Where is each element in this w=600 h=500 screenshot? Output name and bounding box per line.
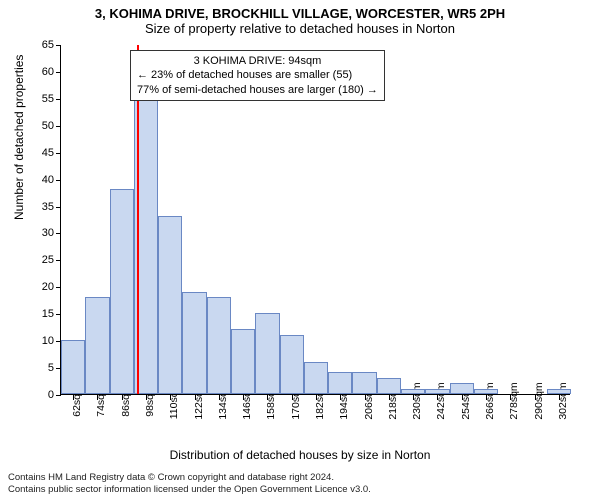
y-tick-mark	[56, 395, 61, 396]
y-tick-label: 5	[24, 362, 54, 374]
histogram-bar	[158, 216, 182, 394]
y-tick-mark	[56, 207, 61, 208]
histogram-bar	[207, 297, 231, 394]
annotation-line-3: 77% of semi-detached houses are larger (…	[137, 83, 378, 97]
y-tick-mark	[56, 72, 61, 73]
y-tick-label: 35	[24, 201, 54, 213]
histogram-bar	[425, 389, 449, 394]
y-tick-label: 50	[24, 120, 54, 132]
histogram-bar	[231, 329, 255, 394]
y-tick-label: 10	[24, 335, 54, 347]
histogram-bar	[352, 372, 376, 394]
y-tick-label: 25	[24, 254, 54, 266]
y-tick-mark	[56, 45, 61, 46]
page-subtitle: Size of property relative to detached ho…	[0, 21, 600, 36]
annotation-callout: 3 KOHIMA DRIVE: 94sqm ← 23% of detached …	[130, 50, 385, 101]
histogram-bar	[182, 292, 206, 394]
y-tick-mark	[56, 180, 61, 181]
histogram-bar	[401, 389, 425, 394]
histogram-bar	[61, 340, 85, 394]
attribution-footer: Contains HM Land Registry data © Crown c…	[8, 472, 371, 496]
histogram-bar	[85, 297, 109, 394]
histogram-bar	[377, 378, 401, 394]
y-tick-label: 65	[24, 39, 54, 51]
y-tick-label: 15	[24, 308, 54, 320]
y-tick-mark	[56, 153, 61, 154]
footer-line-2: Contains public sector information licen…	[8, 484, 371, 496]
y-tick-label: 45	[24, 147, 54, 159]
y-tick-label: 55	[24, 93, 54, 105]
y-tick-mark	[56, 287, 61, 288]
histogram-bar	[547, 389, 571, 394]
footer-line-1: Contains HM Land Registry data © Crown c…	[8, 472, 371, 484]
y-tick-mark	[56, 233, 61, 234]
y-axis-title: Number of detached properties	[12, 55, 26, 220]
x-tick-label: 290sqm	[533, 382, 545, 419]
x-tick-label: 278sqm	[508, 382, 520, 419]
y-tick-label: 20	[24, 281, 54, 293]
y-tick-mark	[56, 260, 61, 261]
x-axis-title: Distribution of detached houses by size …	[0, 448, 600, 462]
histogram-bar	[328, 372, 352, 394]
y-tick-label: 60	[24, 66, 54, 78]
annotation-line-2: ← 23% of detached houses are smaller (55…	[137, 68, 378, 82]
y-tick-label: 0	[24, 389, 54, 401]
histogram-bar	[304, 362, 328, 394]
y-tick-mark	[56, 126, 61, 127]
histogram-bar	[280, 335, 304, 394]
histogram-bar	[474, 389, 498, 394]
y-tick-mark	[56, 314, 61, 315]
y-tick-label: 40	[24, 174, 54, 186]
histogram-chart: 0510152025303540455055606562sqm74sqm86sq…	[60, 45, 570, 395]
y-tick-label: 30	[24, 227, 54, 239]
histogram-bar	[255, 313, 279, 394]
histogram-bar	[110, 189, 134, 394]
histogram-bar	[450, 383, 474, 394]
page-title: 3, KOHIMA DRIVE, BROCKHILL VILLAGE, WORC…	[0, 0, 600, 21]
y-tick-mark	[56, 99, 61, 100]
annotation-line-1: 3 KOHIMA DRIVE: 94sqm	[137, 54, 378, 68]
